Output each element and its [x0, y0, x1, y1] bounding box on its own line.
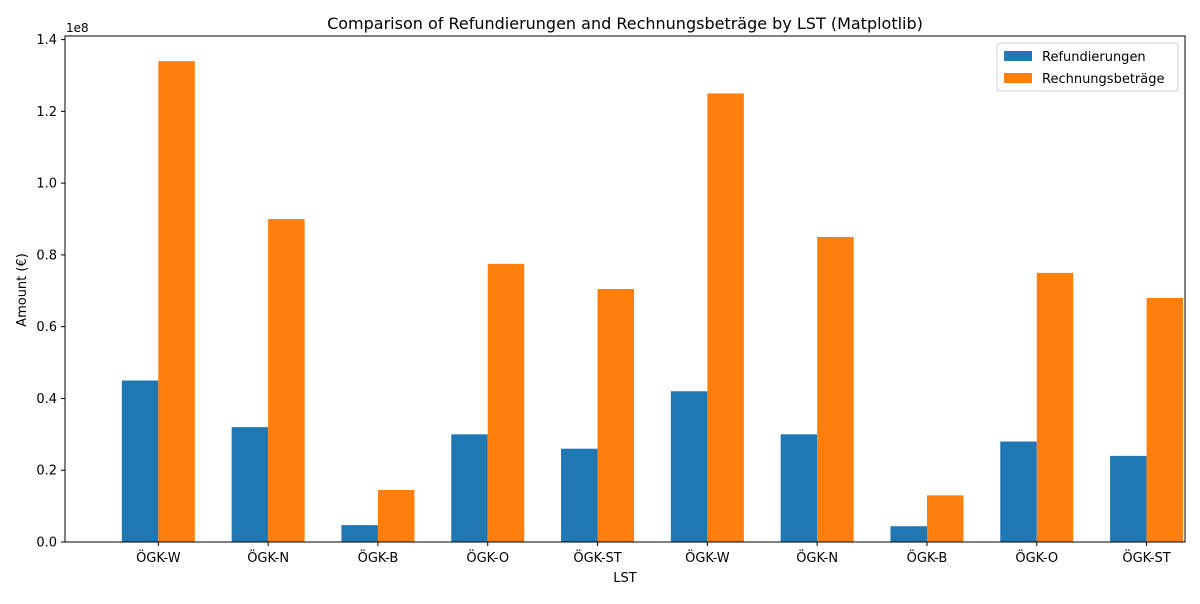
legend: Refundierungen Rechnungsbeträge — [996, 42, 1179, 92]
bar-rechnungsbetr-ge-7 — [926, 495, 964, 542]
y-tick-label: 0.0 — [36, 536, 57, 551]
y-tick-label: 0.2 — [36, 464, 57, 479]
y-tick-label: 0.8 — [36, 248, 57, 263]
plot-frame — [64, 35, 1186, 543]
y-tick-label: 1.0 — [36, 177, 57, 192]
legend-label-rechnungsbetraege: Rechnungsbeträge — [1042, 72, 1164, 87]
bar-rechnungsbetr-ge-5 — [707, 93, 744, 543]
x-tick-label: ÖGK-B — [907, 549, 948, 566]
bar-rechnungsbetr-ge-4 — [597, 289, 635, 542]
legend-swatch-refundierungen — [1004, 51, 1032, 61]
x-tick-label: ÖGK-O — [1015, 549, 1058, 566]
x-tick-label: ÖGK-N — [796, 549, 838, 566]
bar-refundierungen-1 — [231, 427, 269, 542]
bar-refundierungen-6 — [780, 434, 818, 542]
legend-box — [996, 42, 1179, 92]
x-tick-label: ÖGK-ST — [1122, 549, 1170, 566]
bar-rechnungsbetr-ge-3 — [487, 263, 525, 542]
y-tick-label: 0.6 — [36, 320, 57, 335]
y-axis-ticks: 0.0 0.2 0.4 0.6 0.8 1.0 1.2 1.4 — [36, 33, 65, 551]
x-tick-label: ÖGK-B — [358, 549, 399, 566]
bar-refundierungen-3 — [451, 434, 488, 542]
y-axis-offset-text: 1e8 — [66, 21, 89, 35]
legend-label-refundierungen: Refundierungen — [1042, 50, 1146, 65]
x-tick-label: ÖGK-O — [466, 549, 509, 566]
x-tick-label: ÖGK-W — [685, 549, 730, 566]
bars-group — [121, 61, 1184, 543]
bar-refundierungen-0 — [121, 380, 159, 542]
bar-refundierungen-8 — [1000, 441, 1037, 542]
chart-title: Comparison of Refundierungen and Rechnun… — [327, 14, 923, 33]
bar-rechnungsbetr-ge-2 — [377, 489, 415, 542]
bar-refundierungen-5 — [670, 391, 708, 542]
y-tick-label: 1.4 — [36, 33, 57, 48]
x-axis-ticks: ÖGK-W ÖGK-N ÖGK-B ÖGK-O ÖGK-ST ÖGK-W ÖGK-N ÖGK-… — [136, 542, 1171, 566]
bar-rechnungsbetr-ge-6 — [817, 236, 854, 542]
bar-refundierungen-2 — [341, 525, 378, 542]
bar-rechnungsbetr-ge-9 — [1146, 297, 1184, 542]
bar-refundierungen-9 — [1110, 455, 1147, 542]
y-tick-label: 0.4 — [36, 392, 57, 407]
bar-rechnungsbetr-ge-0 — [158, 61, 195, 543]
x-tick-label: ÖGK-ST — [573, 549, 621, 566]
bar-rechnungsbetr-ge-8 — [1036, 272, 1074, 542]
y-tick-label: 1.2 — [36, 105, 57, 120]
y-axis-label: Amount (€) — [15, 253, 30, 327]
legend-swatch-rechnungsbetraege — [1004, 73, 1032, 83]
x-axis-label: LST — [613, 571, 636, 586]
x-tick-label: ÖGK-W — [136, 549, 181, 566]
bar-rechnungsbetr-ge-1 — [268, 219, 305, 542]
bar-refundierungen-4 — [561, 448, 598, 542]
bar-refundierungen-7 — [890, 526, 927, 542]
x-tick-label: ÖGK-N — [247, 549, 289, 566]
